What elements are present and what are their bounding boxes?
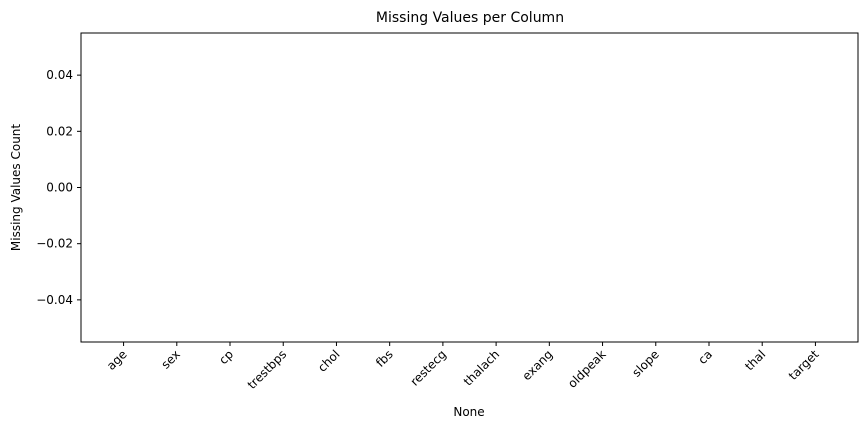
- x-tick-label: fbs: [373, 347, 396, 370]
- x-axis: age sex cp trestbps chol fbs restecg thalach exa…: [104, 342, 822, 392]
- y-tick-label: −0.04: [36, 293, 73, 307]
- x-tick-label: oldpeak: [565, 347, 609, 391]
- y-axis-label: Missing Values Count: [9, 124, 23, 252]
- x-tick-label: thalach: [461, 347, 502, 388]
- x-axis-label: None: [453, 405, 484, 419]
- x-tick-label: trestbps: [245, 347, 290, 392]
- y-tick-label: 0.00: [46, 181, 73, 195]
- x-tick-label: slope: [629, 347, 661, 379]
- y-tick-label: 0.02: [46, 124, 73, 138]
- x-tick-label: chol: [315, 347, 342, 374]
- y-axis: −0.04 −0.02 0.00 0.02 0.04: [36, 68, 81, 307]
- y-tick-label: 0.04: [46, 68, 73, 82]
- x-tick-label: exang: [519, 347, 555, 383]
- x-tick-label: cp: [216, 347, 236, 367]
- x-tick-label: restecg: [408, 347, 449, 388]
- plot-area: [80, 32, 859, 343]
- x-tick-label: age: [104, 347, 130, 373]
- y-tick-label: −0.02: [36, 237, 73, 251]
- chart-title: Missing Values per Column: [376, 10, 564, 26]
- x-tick-label: thal: [742, 347, 768, 373]
- x-tick-label: target: [786, 347, 822, 383]
- x-tick-label: ca: [695, 347, 715, 367]
- x-tick-label: sex: [158, 347, 182, 371]
- plot-frame: [80, 32, 859, 343]
